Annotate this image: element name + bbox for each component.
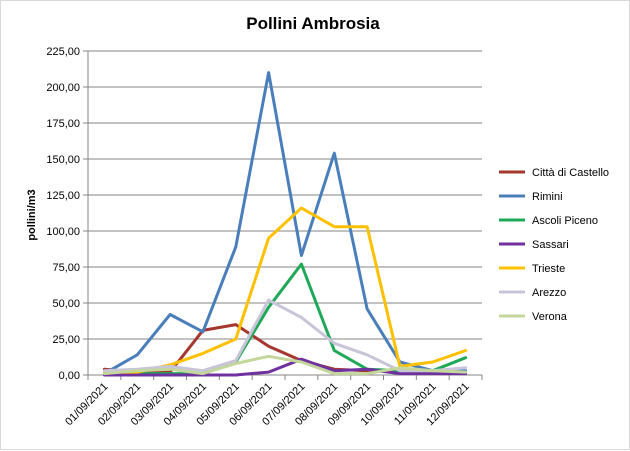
axes bbox=[83, 50, 483, 380]
legend: Città di Castello Rimini Ascoli Piceno Sass… bbox=[499, 167, 609, 323]
y-tick-label: 0,00 bbox=[59, 370, 80, 382]
y-axis-label: pollini/m3 bbox=[26, 189, 38, 240]
series-line-ascoli-piceno bbox=[102, 262, 468, 376]
chart-title: Pollini Ambrosia bbox=[246, 14, 380, 33]
legend-label: Rimini bbox=[532, 191, 563, 203]
y-tick-label: 50,00 bbox=[52, 298, 80, 310]
y-tick-label: 100,00 bbox=[46, 226, 80, 238]
y-tick-label: 200,00 bbox=[46, 82, 80, 94]
y-tick-labels: 0,00 25,00 50,00 75,00 100,00 125,00 150,00 175… bbox=[46, 46, 80, 382]
legend-label: Arezzo bbox=[532, 287, 566, 299]
series-lines bbox=[102, 71, 468, 377]
series-line-trieste bbox=[102, 206, 468, 374]
legend-label: Verona bbox=[532, 311, 568, 323]
series-line-rimini bbox=[102, 71, 468, 376]
series-line-verona bbox=[102, 354, 468, 376]
legend-label: Ascoli Piceno bbox=[532, 215, 598, 227]
series-line-sassari bbox=[102, 357, 468, 377]
series-line-arezzo bbox=[102, 298, 468, 373]
x-tick-labels: 01/09/202102/09/202103/09/202104/09/2021… bbox=[63, 381, 472, 428]
legend-label: Città di Castello bbox=[532, 167, 609, 179]
y-tick-label: 75,00 bbox=[52, 262, 80, 274]
y-tick-label: 175,00 bbox=[46, 118, 80, 130]
y-tick-label: 25,00 bbox=[52, 334, 80, 346]
y-tick-label: 225,00 bbox=[46, 46, 80, 58]
y-tick-label: 150,00 bbox=[46, 154, 80, 166]
legend-label: Sassari bbox=[532, 239, 569, 251]
gridlines bbox=[88, 50, 482, 340]
legend-label: Trieste bbox=[532, 263, 565, 275]
y-tick-label: 125,00 bbox=[46, 190, 80, 202]
